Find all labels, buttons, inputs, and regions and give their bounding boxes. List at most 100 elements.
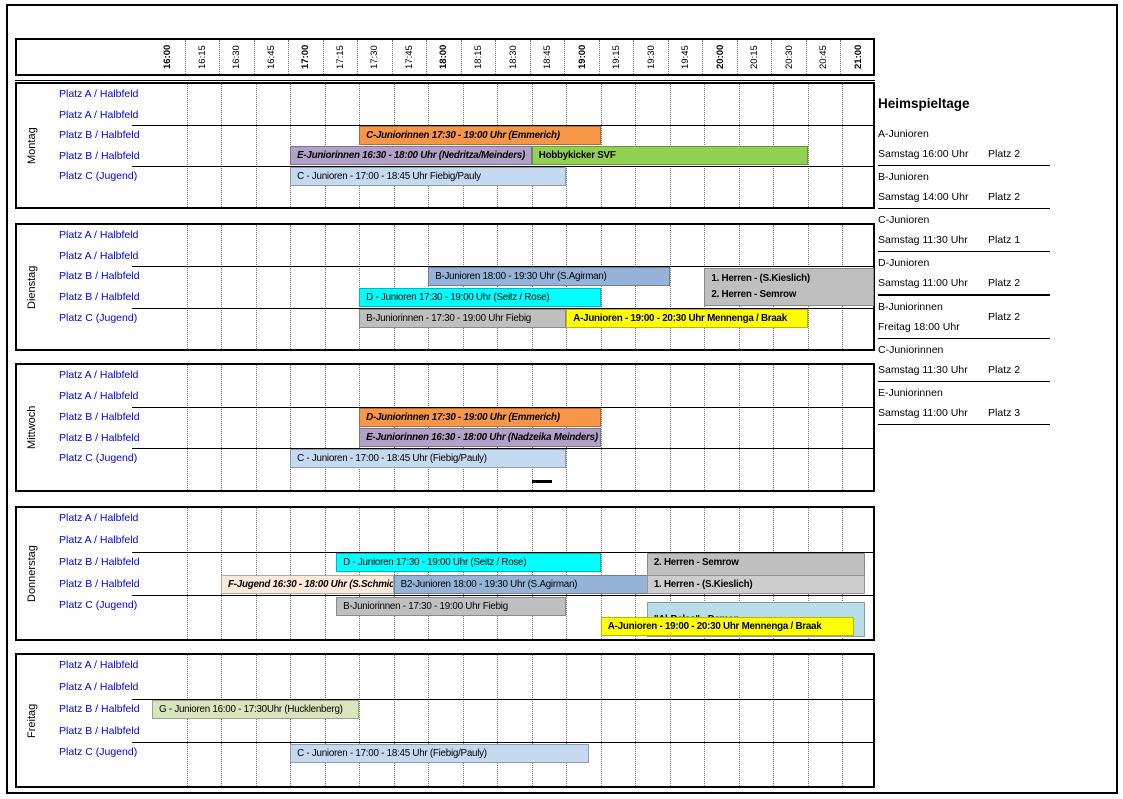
gridline-15min [391, 40, 393, 74]
gridline-15min [322, 40, 324, 74]
gridline-15min [771, 40, 773, 74]
pitch-row-label: Platz A / Halbfeld [59, 108, 139, 121]
heimspiel-team: C-Juniorinnen [878, 344, 944, 356]
gridline-15min [359, 225, 361, 349]
gridline-15min [495, 40, 497, 74]
gridline-15min [357, 40, 359, 74]
row-group-separator [132, 406, 875, 408]
pitch-row-label: Platz A / Halbfeld [59, 369, 139, 381]
heimspiel-platz: Platz 2 [988, 277, 1021, 289]
heimspiel-time-row: Samstag 11:30 Uhr Platz 2 [878, 364, 1050, 376]
gridline-15min [704, 84, 706, 207]
pitch-row-label: Platz A / Halbfeld [59, 229, 139, 241]
gridline-15min [324, 84, 326, 207]
day-panel-montag: Montag Platz A / Halbfeld Platz A / Halbfe… [15, 82, 875, 209]
heimspiel-team: E-Juniorinnen [878, 387, 943, 399]
schedule-bar-text: 2. Herren - Semrow [711, 289, 797, 301]
pitch-row-label: Platz A / Halbfeld [59, 680, 139, 693]
gridline-15min [359, 84, 361, 207]
heimspiel-entry: E-Juniorinnen Samstag 11:00 Uhr Platz 3 [878, 382, 1050, 425]
schedule-bar: A-Junioren - 19:00 - 20:30 Uhr Mennenga … [566, 308, 808, 328]
gridline-15min [288, 40, 290, 74]
gridline-15min [531, 508, 533, 639]
schedule-bar: D - Junioren 17:30 - 19:00 Uhr (Seitz / … [336, 553, 601, 573]
row-group-separator [132, 551, 875, 553]
heimspiel-time-row: Samstag 16:00 Uhr Platz 2 [878, 148, 1050, 160]
schedule-mark [531, 480, 553, 484]
heimspiel-time: Freitag 18:00 Uhr [878, 321, 960, 333]
pitch-row-label: Platz A / Halbfeld [59, 512, 139, 524]
gridline-15min [186, 508, 188, 639]
time-tick-label: 16:15 [196, 45, 208, 69]
time-tick-label: 20:30 [783, 45, 795, 69]
day-name-label: Dienstag [26, 265, 38, 309]
gridline-15min [738, 84, 740, 207]
gridline-15min [219, 40, 221, 74]
time-tick-label: 19:15 [611, 45, 623, 69]
gridline-15min [497, 84, 499, 207]
schedule-bar: F-Jugend 16:30 - 18:00 Uhr (S.Schmidt) [221, 574, 394, 594]
gridline-15min [428, 225, 430, 349]
gridline-15min [773, 655, 775, 786]
time-tick-label: 16:45 [265, 45, 277, 69]
gridline-15min [738, 655, 740, 786]
pitch-row-label: Platz B / Halbfeld [59, 702, 140, 715]
gridline-15min [290, 508, 292, 639]
gridline-15min [428, 365, 430, 490]
heimspiel-time: Samstag 11:00 Uhr [878, 407, 968, 419]
gridline-15min [186, 84, 188, 207]
time-tick-label: 16:30 [231, 45, 243, 69]
schedule-bar: 1. Herren - (S.Kieslich) 2. Herren - Semr… [704, 267, 874, 307]
row-group-separator [132, 266, 875, 268]
pitch-row-label: Platz A / Halbfeld [59, 659, 139, 671]
gridline-15min [255, 84, 257, 207]
schedule-bar: A-Junioren - 19:00 - 20:30 Uhr Mennenga … [600, 616, 854, 636]
gridline-15min [324, 508, 326, 639]
sidebar-entries: A-Junioren Samstag 16:00 Uhr Platz 2 B-Juni… [878, 123, 1050, 425]
gridline-15min [290, 655, 292, 786]
gridline-15min [600, 508, 602, 639]
day-name-label: Montag [26, 127, 38, 164]
gridline-15min [840, 40, 842, 74]
schedule-bar-text: 1. Herren - (S.Kieslich) [711, 273, 810, 285]
gridline-15min [736, 40, 738, 74]
gridline-15min [566, 365, 568, 490]
gridline-15min [255, 508, 257, 639]
time-tick-label: 19:45 [680, 45, 692, 69]
gridline-15min [635, 365, 637, 490]
heimspiel-time-row: Freitag 18:00 Uhr Platz 2 [878, 311, 1050, 333]
gridline-15min [221, 84, 223, 207]
heimspiel-time-row: Samstag 11:30 Uhr Platz 1 [878, 234, 1050, 246]
schedule-bar: Hobbykicker SVF [531, 146, 808, 166]
gridline-15min [566, 655, 568, 786]
time-tick-label: 16:00 [162, 44, 174, 70]
heimspiel-time: Samstag 11:00 Uhr [878, 277, 968, 289]
heimspiel-entry: C-Juniorinnen Samstag 11:30 Uhr Platz 2 [878, 339, 1050, 382]
gridline-15min [393, 655, 395, 786]
sidebar-title: Heimspieltage [878, 96, 970, 111]
gridline-15min [704, 365, 706, 490]
pitch-row-label: Platz C (Jugend) [59, 311, 138, 324]
gridline-15min [669, 365, 671, 490]
gridline-15min [600, 655, 602, 786]
pitch-row-label: Platz B / Halbfeld [59, 431, 140, 444]
gridline-15min [531, 365, 533, 490]
gridline-15min [393, 365, 395, 490]
heimspiel-time: Samstag 16:00 Uhr [878, 148, 969, 160]
heimspiel-entry: B-Juniorinnen Freitag 18:00 Uhr Platz 2 [878, 296, 1050, 339]
gridline-15min [600, 365, 602, 490]
gridline-15min [460, 40, 462, 74]
row-group-separator [132, 307, 875, 309]
time-tick-label: 17:15 [334, 45, 346, 69]
schedule-bar: C - Junioren - 17:00 - 18:45 Uhr (Fiebig… [290, 449, 567, 469]
row-group-separator [132, 125, 875, 126]
gridline-15min [600, 84, 602, 207]
gridline-15min [497, 225, 499, 349]
gridline-15min [221, 225, 223, 349]
schedule-bar: E-Juniorinnen 16:30 - 18:00 Uhr (Nedritz… [290, 146, 532, 166]
gridline-15min [497, 655, 499, 786]
gridline-15min [669, 84, 671, 207]
schedule-bar: B-Juniorinnen - 17:30 - 19:00 Uhr Fiebig [359, 308, 567, 328]
pitch-row-label: Platz B / Halbfeld [59, 270, 140, 283]
gridline-15min [290, 365, 292, 490]
